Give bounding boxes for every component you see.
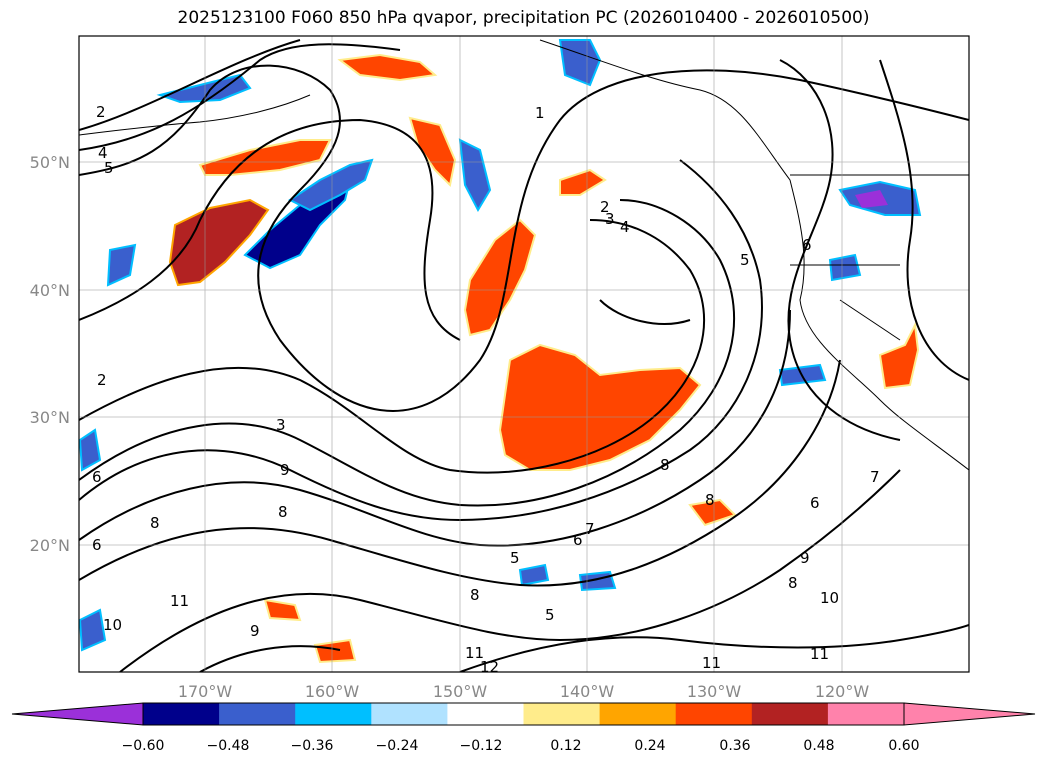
- contour-label: 3: [605, 210, 615, 228]
- contour-label: 7: [870, 468, 880, 486]
- contour-label: 9: [250, 622, 260, 640]
- precip-shading: [79, 39, 922, 664]
- contour-label: 9: [280, 461, 290, 479]
- lat-label: 30°N: [30, 408, 70, 427]
- contour-label: 9: [800, 549, 810, 567]
- contour-label: 8: [788, 574, 798, 592]
- qvapor-contours: [79, 39, 969, 672]
- gridlines: [79, 36, 969, 672]
- colorbar-segments: [143, 703, 905, 725]
- contour-label: 3: [276, 416, 286, 434]
- contour-label: 5: [510, 549, 520, 567]
- contour-label: 2: [600, 198, 610, 216]
- lon-label: 130°W: [687, 682, 742, 701]
- lon-label: 150°W: [433, 682, 488, 701]
- contour-labels: 2 4 5 1 2 3 4 5 6 2 3 6 9 8 8 7 6 5 8 8 …: [92, 103, 880, 676]
- colorbar: −0.60 −0.48 −0.36 −0.24 −0.12 0.12 0.24 …: [11, 702, 1036, 754]
- colorbar-segment: [523, 703, 601, 725]
- contour-label: 2: [96, 103, 106, 121]
- latitude-labels: 50°N 40°N 30°N 20°N: [30, 153, 70, 555]
- colorbar-tick-label: −0.60: [122, 738, 165, 754]
- contour-label: 6: [802, 236, 812, 254]
- contour-label: 11: [702, 654, 721, 672]
- contour-label: 6: [573, 531, 583, 549]
- contour-label: 6: [92, 468, 102, 486]
- colorbar-under-arrow: [11, 702, 144, 726]
- colorbar-segment: [143, 703, 220, 725]
- contour-label: 11: [465, 644, 484, 662]
- lon-label: 160°W: [305, 682, 360, 701]
- colorbar-segment: [827, 703, 905, 725]
- contour-label: 4: [620, 218, 630, 236]
- lat-label: 20°N: [30, 536, 70, 555]
- colorbar-segment: [295, 703, 372, 725]
- lon-label: 170°W: [178, 682, 233, 701]
- contour-label: 6: [810, 494, 820, 512]
- contour-label: 7: [585, 520, 595, 538]
- contour-label: 5: [104, 159, 114, 177]
- contour-label: 8: [470, 586, 480, 604]
- contour-label: 5: [545, 606, 555, 624]
- contour-label: 8: [660, 456, 670, 474]
- colorbar-tick-label: −0.12: [460, 738, 503, 754]
- colorbar-segment: [219, 703, 296, 725]
- colorbar-segment: [675, 703, 753, 725]
- contour-label: 11: [810, 645, 829, 663]
- colorbar-tick-label: −0.24: [376, 738, 419, 754]
- colorbar-tick-label: 0.48: [803, 738, 834, 754]
- contour-label: 1: [535, 104, 545, 122]
- contour-label: 10: [103, 616, 122, 634]
- chart-title: 2025123100 F060 850 hPa qvapor, precipit…: [177, 8, 870, 28]
- lat-label: 50°N: [30, 153, 70, 172]
- colorbar-tick-label: 0.12: [550, 738, 581, 754]
- colorbar-segment: [447, 703, 524, 725]
- colorbar-tick-labels: −0.60 −0.48 −0.36 −0.24 −0.12 0.12 0.24 …: [122, 738, 920, 754]
- lat-label: 40°N: [30, 281, 70, 300]
- contour-label: 11: [170, 592, 189, 610]
- contour-label: 8: [278, 503, 288, 521]
- contour-label: 8: [150, 514, 160, 532]
- lon-label: 140°W: [560, 682, 615, 701]
- contour-label: 6: [92, 536, 102, 554]
- colorbar-tick-label: 0.60: [888, 738, 919, 754]
- contour-label: 4: [98, 144, 108, 162]
- map-frame: [78, 35, 970, 673]
- colorbar-over-arrow: [903, 702, 1036, 726]
- longitude-labels: 170°W 160°W 150°W 140°W 130°W 120°W: [178, 682, 870, 701]
- contour-label: 2: [97, 371, 107, 389]
- colorbar-tick-label: −0.36: [291, 738, 334, 754]
- contour-label: 10: [820, 589, 839, 607]
- coastlines: [79, 39, 969, 471]
- colorbar-segment: [371, 703, 448, 725]
- colorbar-tick-label: 0.36: [719, 738, 750, 754]
- colorbar-tick-label: 0.24: [634, 738, 665, 754]
- contour-label: 5: [740, 251, 750, 269]
- lon-label: 120°W: [815, 682, 870, 701]
- colorbar-segment: [751, 703, 829, 725]
- contour-label: 8: [705, 491, 715, 509]
- colorbar-segment: [599, 703, 677, 725]
- colorbar-frame: [142, 702, 905, 726]
- colorbar-tick-label: −0.48: [207, 738, 250, 754]
- contour-label: 12: [480, 658, 499, 676]
